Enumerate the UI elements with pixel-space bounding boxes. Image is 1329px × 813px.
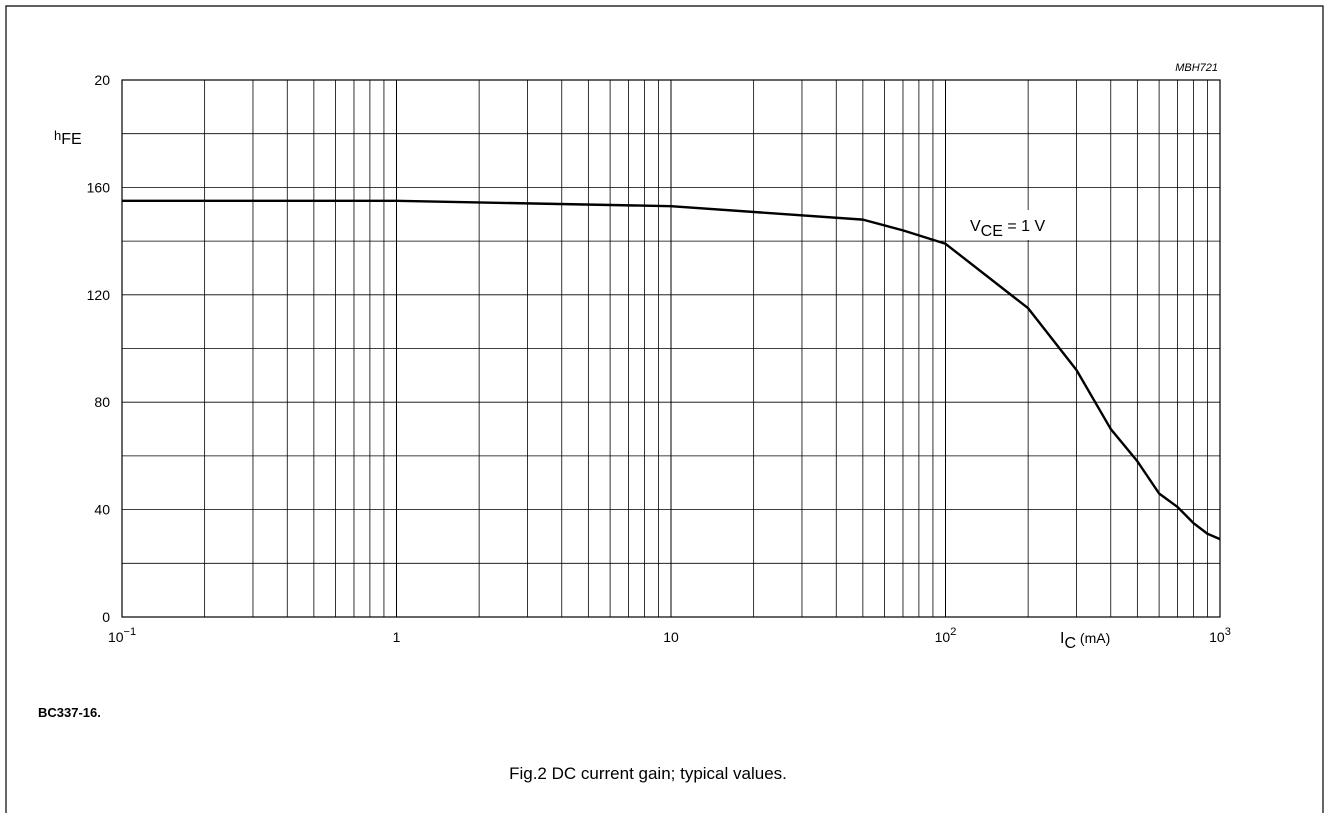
y-axis-label-sub: FE	[61, 131, 81, 148]
y-tick-label: 120	[87, 287, 111, 303]
x-tick-label: 103	[1209, 626, 1231, 645]
x-tick-label-exponent: 2	[950, 626, 956, 638]
x-tick-label-base: 10	[108, 629, 124, 645]
y-tick-label: 160	[87, 179, 111, 195]
x-axis-label-unit: (mA)	[1076, 630, 1110, 646]
x-axis-label-sub: C	[1064, 635, 1076, 652]
figure-code: MBH721	[1175, 62, 1218, 74]
page-frame	[5, 5, 1324, 813]
x-tick-label-exponent: −1	[124, 626, 137, 638]
x-tick-label-base: 10	[663, 629, 679, 645]
data-line	[122, 199, 1221, 541]
part-number: BC337-16.	[38, 705, 101, 720]
y-tick-label: 80	[94, 394, 110, 410]
x-tick-label-exponent: 3	[1225, 626, 1231, 638]
y-tick-label: 20	[94, 72, 110, 88]
annotation-backdrop	[962, 210, 1068, 240]
y-axis-label: hFE	[54, 128, 82, 148]
plot-frame	[121, 79, 1221, 618]
x-axis-label-main: I	[1060, 630, 1064, 647]
y-tick-label: 40	[94, 502, 110, 518]
series-label: VCE = 1 V	[970, 218, 1045, 240]
x-axis-label: IC (mA)	[1060, 630, 1110, 652]
x-tick-label-base: 10	[935, 629, 951, 645]
y-axis-label-main: h	[54, 128, 61, 143]
x-tick-label: 10	[663, 629, 679, 645]
x-tick-label-base: 10	[1209, 629, 1225, 645]
x-tick-label: 102	[935, 626, 957, 645]
x-tick-label-base: 1	[393, 629, 401, 645]
y-tick-label: 0	[102, 609, 110, 625]
x-tick-label: 10−1	[108, 626, 136, 645]
series-label-rest: = 1 V	[1003, 218, 1046, 235]
series-label-main: V	[970, 218, 981, 235]
figure-caption: Fig.2 DC current gain; typical values.	[509, 764, 787, 783]
x-tick-label: 1	[393, 629, 401, 645]
series-label-sub: CE	[981, 223, 1003, 240]
